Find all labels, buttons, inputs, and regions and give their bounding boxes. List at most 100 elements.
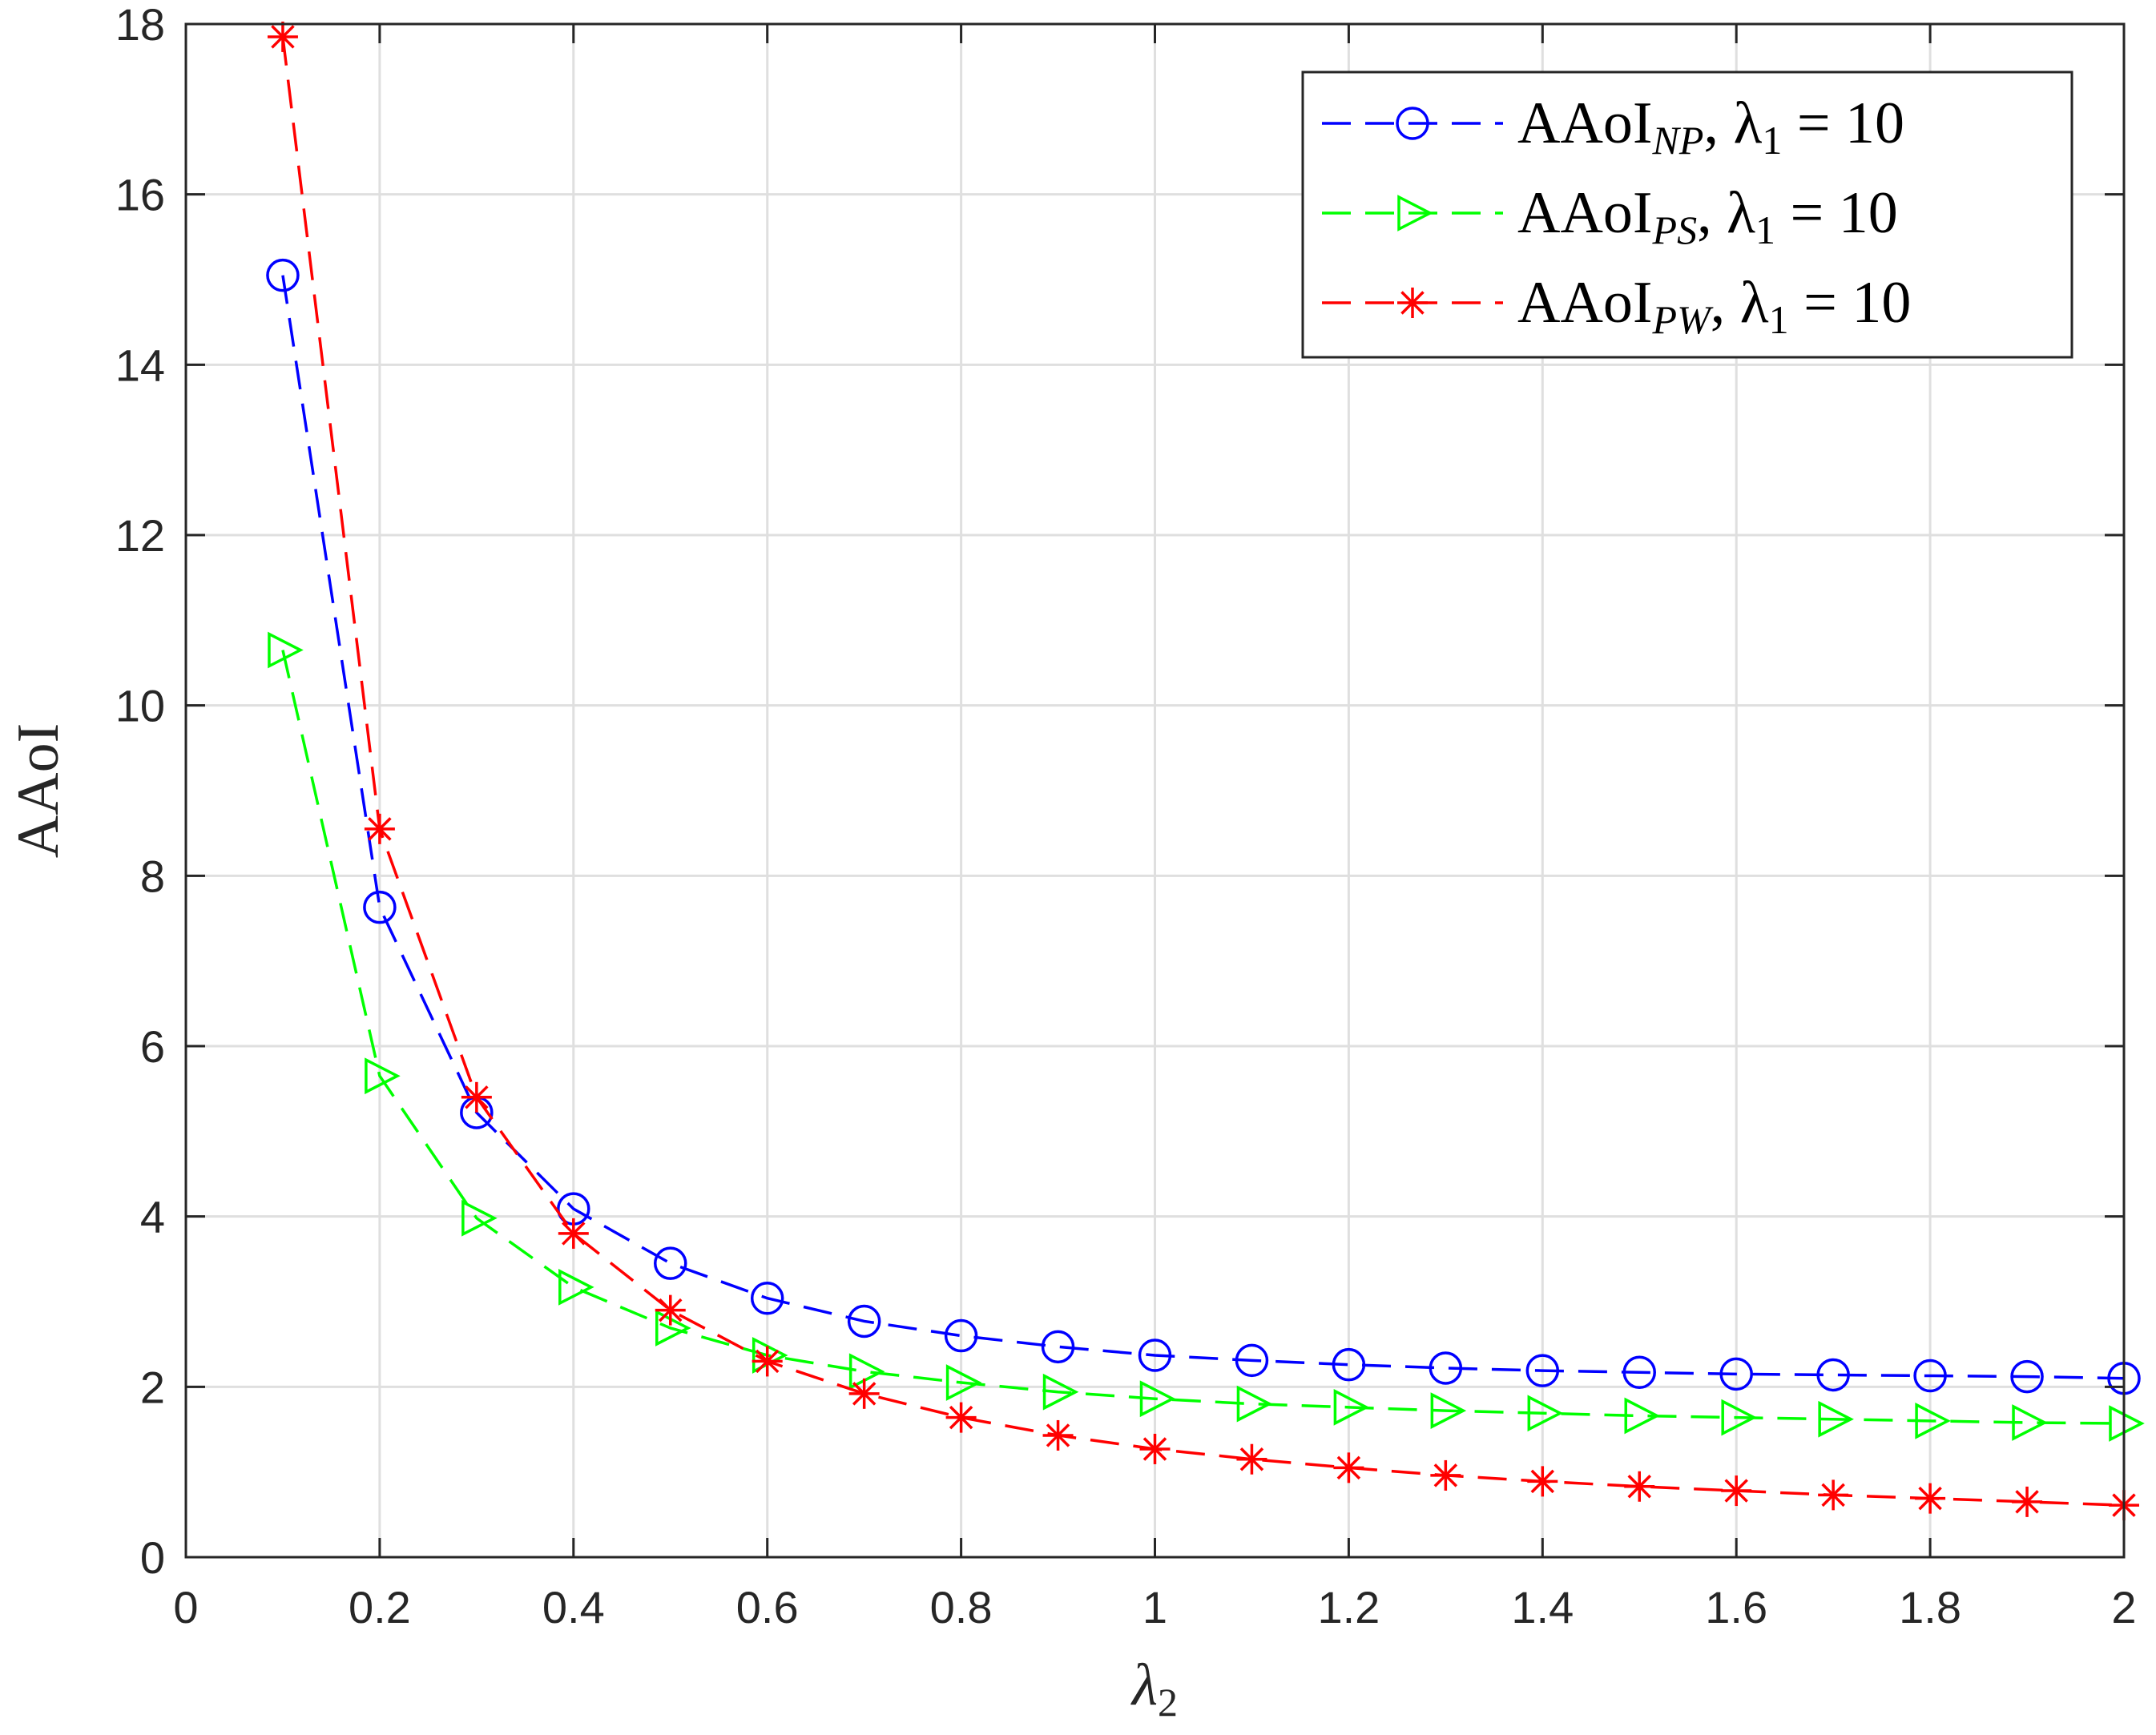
- data-point: [1527, 1395, 1564, 1432]
- data-point: [1041, 1330, 1075, 1364]
- series-pw: [267, 21, 2139, 1521]
- x-tick-label: 1.6: [1705, 1582, 1767, 1632]
- x-tick-label: 2: [2111, 1582, 2136, 1632]
- data-point: [1042, 1373, 1079, 1411]
- data-point: [1818, 1479, 1849, 1511]
- data-point: [1721, 1399, 1758, 1436]
- legend-box: [1301, 70, 2073, 359]
- data-point: [655, 1294, 686, 1326]
- data-point: [1236, 1385, 1273, 1423]
- legend-label-sub: NP: [1652, 118, 1704, 163]
- x-tick-label: 1.8: [1899, 1582, 1961, 1632]
- legend-label-tail-sub: 1: [1769, 297, 1789, 342]
- y-tick-label: 18: [115, 0, 165, 50]
- data-point: [848, 1353, 885, 1391]
- x-tick-label: 1.4: [1511, 1582, 1574, 1632]
- series-np: [266, 258, 2141, 1395]
- y-tick-label: 10: [115, 681, 165, 731]
- data-point: [461, 1199, 498, 1237]
- legend-marker: [1396, 107, 1429, 140]
- x-axis-label-sub: 2: [1158, 1680, 1178, 1725]
- data-point: [1915, 1403, 1951, 1439]
- y-tick-label: 2: [140, 1362, 165, 1412]
- legend-label: AAoINP, λ1 = 10: [1517, 91, 1904, 163]
- ticks: [184, 22, 2126, 1559]
- series-ps: [268, 631, 2145, 1442]
- y-tick-label: 4: [140, 1192, 165, 1242]
- legend-label-main: AAoI: [1517, 91, 1653, 156]
- data-point: [655, 1310, 691, 1347]
- series-line: [281, 650, 2125, 1425]
- data-point: [365, 1057, 401, 1095]
- data-point: [1622, 1355, 1656, 1390]
- x-tick-label: 0.4: [542, 1582, 605, 1632]
- legend-label-sub: PW: [1652, 297, 1715, 342]
- data-point: [848, 1378, 880, 1409]
- legend-label-tail: , λ: [1703, 91, 1762, 156]
- data-point: [1527, 1466, 1558, 1497]
- data-point: [1525, 1354, 1560, 1387]
- data-point: [1138, 1338, 1172, 1372]
- legend-entry: AAoIPS, λ1 = 10: [1322, 180, 1898, 252]
- y-tick-label: 6: [140, 1021, 165, 1072]
- data-point: [558, 1218, 589, 1249]
- data-point: [1915, 1483, 1946, 1514]
- data-point: [363, 890, 397, 924]
- data-point: [1818, 1400, 1854, 1438]
- data-point: [2012, 1486, 2043, 1517]
- data-point: [2109, 1405, 2145, 1442]
- x-tick-label: 0.8: [930, 1582, 993, 1632]
- data-point: [1332, 1347, 1366, 1382]
- data-point: [945, 1402, 977, 1433]
- legend-label-main: AAoI: [1517, 270, 1653, 336]
- y-tick-label: 12: [115, 510, 165, 561]
- legend-label-tail: , λ: [1711, 270, 1769, 336]
- legend-label-eq: = 10: [1782, 91, 1904, 156]
- data-point: [945, 1364, 982, 1401]
- data-point: [1139, 1433, 1171, 1464]
- legend-marker: [1397, 195, 1433, 231]
- data-point: [1235, 1343, 1269, 1378]
- data-point: [1430, 1392, 1467, 1429]
- data-point: [1913, 1359, 1947, 1393]
- legend-marker: [1397, 288, 1428, 318]
- legend-label-tail-sub: 1: [1755, 207, 1775, 252]
- data-point: [558, 1269, 594, 1306]
- data-point: [1333, 1452, 1364, 1483]
- data-point: [1624, 1397, 1661, 1435]
- x-tick-label: 0: [173, 1582, 198, 1632]
- x-tick-label: 1: [1142, 1582, 1167, 1632]
- y-axis-label: AAoI: [6, 723, 71, 859]
- data-point: [2010, 1359, 2044, 1394]
- data-point: [750, 1281, 784, 1315]
- legend-label: AAoIPW, λ1 = 10: [1517, 270, 1911, 342]
- data-point: [1429, 1351, 1463, 1385]
- series-line: [281, 36, 2125, 1507]
- legend-label-sub: PS: [1652, 207, 1698, 252]
- data-point: [1719, 1357, 1753, 1391]
- y-tick-label: 8: [140, 851, 165, 901]
- data-point: [1333, 1388, 1370, 1426]
- data-point: [752, 1346, 783, 1377]
- data-point: [2012, 1404, 2048, 1441]
- legend-label-eq: = 10: [1775, 180, 1898, 246]
- x-axis-label: λ2: [1130, 1652, 1178, 1725]
- data-point: [268, 631, 304, 669]
- data-point: [266, 258, 300, 292]
- legend-label-main: AAoI: [1517, 180, 1653, 246]
- data-point: [1042, 1419, 1074, 1451]
- legend-label-tail: , λ: [1697, 180, 1755, 246]
- data-point: [1139, 1380, 1176, 1418]
- data-point: [1430, 1459, 1461, 1491]
- series-layer: [266, 21, 2145, 1521]
- legend-entry: AAoINP, λ1 = 10: [1322, 91, 1904, 163]
- x-axis-label-main: λ: [1130, 1652, 1158, 1718]
- legend-label-eq: = 10: [1789, 270, 1912, 336]
- legend-label: AAoIPS, λ1 = 10: [1517, 180, 1898, 252]
- y-tick-label: 0: [140, 1532, 165, 1583]
- tick-labels: 0 0.2 0.4 0.6 0.8 1 1.2 1.4 1.6 1.8 2 0 2 4 6 8 10 12 14 16…: [115, 0, 2137, 1632]
- data-point: [364, 813, 395, 844]
- data-point: [944, 1318, 978, 1353]
